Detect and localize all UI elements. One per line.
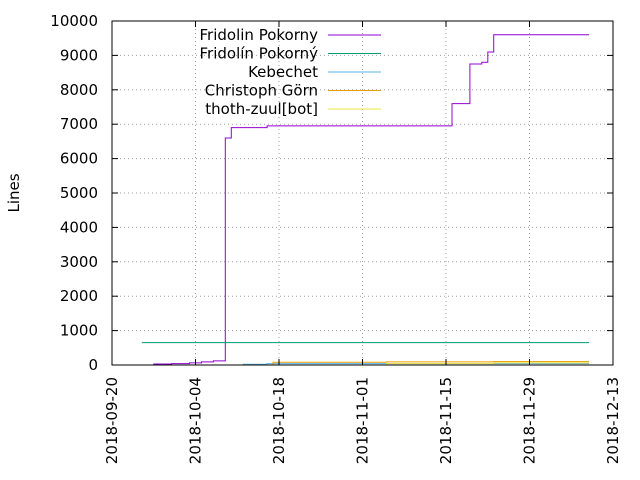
legend-label: Kebechet [248,63,318,81]
y-tick-label: 8000 [60,81,98,99]
y-tick-label: 7000 [60,115,98,133]
y-tick-label: 4000 [60,218,98,236]
x-tick-label: 2018-11-01 [354,377,372,464]
legend-label: Christoph Görn [205,82,318,100]
series-line-3 [267,361,590,366]
legend-label: thoth-zuul[bot] [205,100,318,118]
y-tick-label: 5000 [60,184,98,202]
series-line-0 [141,34,590,366]
x-tick-label: 2018-10-18 [270,377,288,464]
y-tick-label: 3000 [60,253,98,271]
y-tick-label: 6000 [60,150,98,168]
y-tick-label: 1000 [60,322,98,340]
y-tick-label: 10000 [50,12,98,30]
x-axis-ticks: 2018-09-20 2018-10-04 2018-10-18 2018-11-01… [103,21,622,464]
legend-label: Fridolín Pokorný [200,45,319,63]
x-tick-label: 2018-10-04 [187,377,205,464]
y-axis-title: Lines [5,173,23,212]
y-tick-label: 0 [88,356,98,374]
x-tick-label: 2018-09-20 [103,377,121,464]
y-tick-label: 9000 [60,46,98,64]
y-axis-ticks: 0 1000 2000 3000 4000 5000 6000 7000 8000 9000 100… [50,12,613,374]
x-tick-label: 2018-12-13 [604,377,622,464]
grid-lines [112,21,613,365]
x-tick-label: 2018-11-15 [437,377,455,464]
legend-label: Fridolin Pokorny [200,26,319,44]
y-tick-label: 2000 [60,287,98,305]
x-tick-label: 2018-11-29 [521,377,539,464]
